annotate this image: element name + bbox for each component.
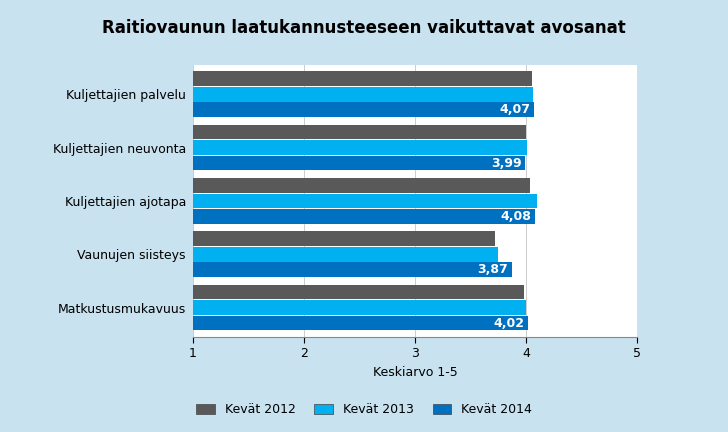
Bar [193,194,537,208]
Text: Raitiovaunun laatukannusteeseen vaikuttavat avosanat: Raitiovaunun laatukannusteeseen vaikutta… [102,19,626,38]
Bar [193,262,512,277]
Bar [193,125,526,140]
Bar [193,285,523,299]
Bar [193,102,534,117]
Text: 3,87: 3,87 [478,263,508,276]
Bar [193,140,527,155]
Legend: Kevät 2012, Kevät 2013, Kevät 2014: Kevät 2012, Kevät 2013, Kevät 2014 [191,398,537,422]
Text: 4,02: 4,02 [494,317,525,330]
Bar [193,232,495,246]
Bar [193,247,498,262]
X-axis label: Keskiarvo 1-5: Keskiarvo 1-5 [373,366,457,379]
Text: 4,08: 4,08 [501,210,531,223]
Bar [193,71,531,86]
Bar [193,316,529,330]
Bar [193,300,526,315]
Bar [193,209,535,224]
Bar [193,87,533,102]
Bar [193,178,531,193]
Text: 3,99: 3,99 [491,156,521,169]
Bar [193,156,525,170]
Text: 4,07: 4,07 [499,103,531,116]
